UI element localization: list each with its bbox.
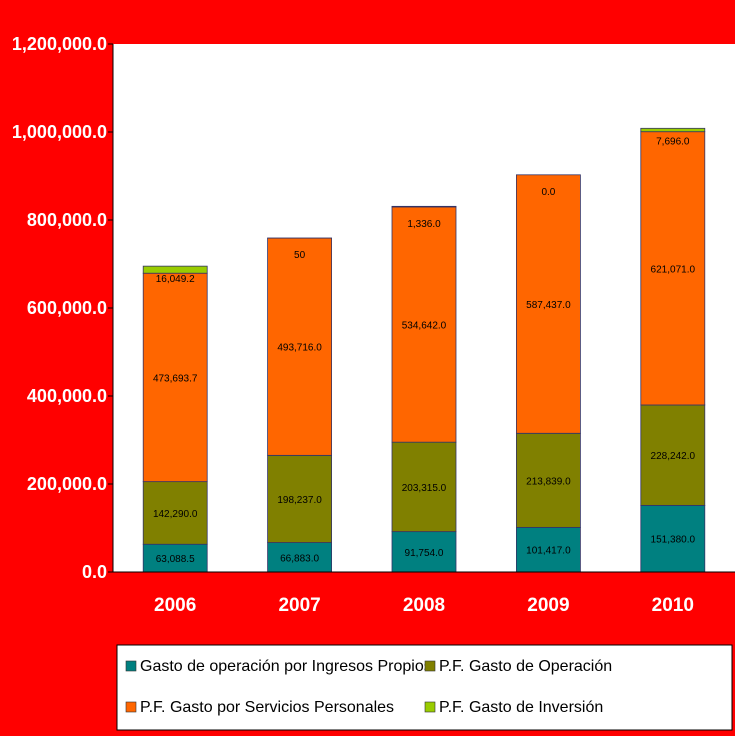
bar-segment [640,131,706,406]
bar-segment [516,526,581,573]
data-label: 1,336.0 [407,219,441,230]
data-label: 66,883.0 [280,553,319,564]
data-label: 16,049.2 [156,274,195,285]
legend-entry: P.F. Gasto de Inversión [439,699,603,716]
legend-swatch [125,701,137,713]
x-tick-label: 2006 [154,595,196,616]
y-tick-label: 0.0 [82,562,107,582]
bar-segment [516,174,581,434]
data-label: 534,642.0 [402,321,447,332]
data-label: 621,071.0 [651,264,696,275]
data-label: 493,716.0 [277,343,322,354]
x-tick-label: 2008 [403,595,445,616]
y-tick-label: 400,000.0 [27,386,107,406]
data-label: 473,693.7 [153,373,198,384]
y-tick-label: 600,000.0 [27,298,107,318]
y-tick-label: 200,000.0 [27,474,107,494]
x-tick-label: 2007 [278,595,320,616]
data-label: 101,417.0 [526,546,571,557]
legend-entry: P.F. Gasto de Operación [439,658,612,675]
x-tick-label: 2010 [652,595,694,616]
bar-segment [516,432,581,528]
legend-swatch [424,660,436,672]
y-axis: 0.0 200,000.0 400,000.0 600,000.0 800,000.0 1… [12,34,114,582]
bar-segment [267,237,333,456]
data-label: 7,696.0 [656,136,690,147]
bar-segment [142,265,208,274]
data-label: 0.0 [541,187,555,198]
bar-segment [640,127,706,133]
bar-segment [142,272,208,483]
data-label: 203,315.0 [402,483,447,494]
x-tick-label: 2009 [527,595,569,616]
data-label: 50 [294,250,306,261]
legend-entry: P.F. Gasto por Servicios Personales [140,699,394,716]
y-tick-label: 1,000,000.0 [12,122,107,142]
data-label: 213,839.0 [526,476,571,487]
data-label: 151,380.0 [651,535,696,546]
data-label: 198,237.0 [277,495,322,506]
data-label: 228,242.0 [651,451,696,462]
bar-segment [142,543,208,573]
data-label: 63,088.5 [156,554,195,565]
legend-swatch [424,701,436,713]
bars-layer [142,127,706,573]
y-tick-label: 800,000.0 [27,210,107,230]
legend-box [116,644,733,731]
y-tick-label: 1,200,000.0 [12,34,107,54]
bar-segment [391,205,457,208]
bar-segment [391,441,457,533]
legend-entry: Gasto de operación por Ingresos Propios [140,658,432,675]
data-label: 91,754.0 [405,548,444,559]
legend-swatch [125,660,137,672]
legend: Gasto de operación por Ingresos Propios P… [116,644,733,731]
bar-segment [267,454,333,543]
data-labels-layer: 63,088.5 142,290.0 473,693.7 16,049.2 66,883… [153,136,696,565]
data-label: 142,290.0 [153,509,198,520]
data-label: 587,437.0 [526,300,571,311]
x-axis: 2006 2007 2008 2009 2010 [113,571,735,616]
